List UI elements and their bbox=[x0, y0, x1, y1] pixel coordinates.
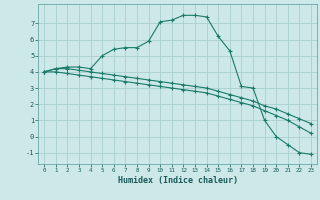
X-axis label: Humidex (Indice chaleur): Humidex (Indice chaleur) bbox=[118, 176, 238, 185]
